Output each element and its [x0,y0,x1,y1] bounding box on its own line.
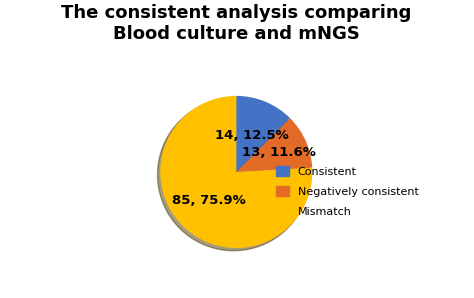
Title: The consistent analysis comparing
Blood culture and mNGS: The consistent analysis comparing Blood … [61,4,411,43]
Legend: Consistent, Negatively consistent, Mismatch: Consistent, Negatively consistent, Misma… [271,162,423,221]
Wedge shape [160,96,312,248]
Wedge shape [237,96,290,172]
Text: 13, 11.6%: 13, 11.6% [242,146,316,159]
Wedge shape [237,118,312,172]
Text: 14, 12.5%: 14, 12.5% [215,129,288,142]
Text: 85, 75.9%: 85, 75.9% [172,194,246,207]
